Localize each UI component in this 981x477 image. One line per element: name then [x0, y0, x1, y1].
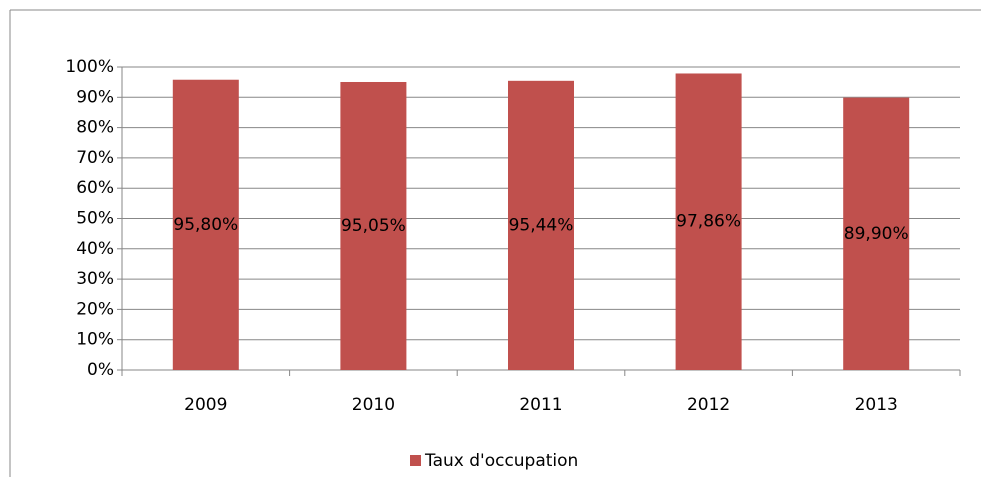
- legend-swatch: [410, 455, 421, 466]
- data-label: 95,05%: [341, 216, 406, 236]
- y-tick-label: 0%: [87, 360, 114, 380]
- legend-label: Taux d'occupation: [424, 451, 578, 471]
- x-tick-label: 2009: [184, 395, 227, 415]
- y-tick-label: 60%: [76, 178, 114, 198]
- x-tick-label: 2012: [687, 395, 730, 415]
- y-tick-label: 100%: [65, 57, 114, 77]
- data-label: 95,80%: [173, 215, 238, 235]
- y-tick-label: 50%: [76, 209, 114, 229]
- y-tick-label: 20%: [76, 299, 114, 319]
- data-label: 97,86%: [676, 212, 741, 232]
- x-tick-label: 2013: [855, 395, 898, 415]
- y-tick-label: 10%: [76, 330, 114, 350]
- y-tick-label: 70%: [76, 148, 114, 168]
- bar: [675, 73, 742, 371]
- y-tick-label: 90%: [76, 87, 114, 107]
- bar: [172, 79, 239, 370]
- bar: [843, 97, 910, 370]
- x-tick-label: 2010: [352, 395, 395, 415]
- data-label: 89,90%: [844, 224, 909, 244]
- data-label: 95,44%: [509, 215, 574, 235]
- bar: [508, 80, 574, 370]
- y-tick-label: 30%: [76, 269, 114, 289]
- y-tick-label: 40%: [76, 239, 114, 259]
- bar: [340, 81, 407, 370]
- x-tick-label: 2011: [519, 395, 562, 415]
- y-tick-label: 80%: [76, 118, 114, 138]
